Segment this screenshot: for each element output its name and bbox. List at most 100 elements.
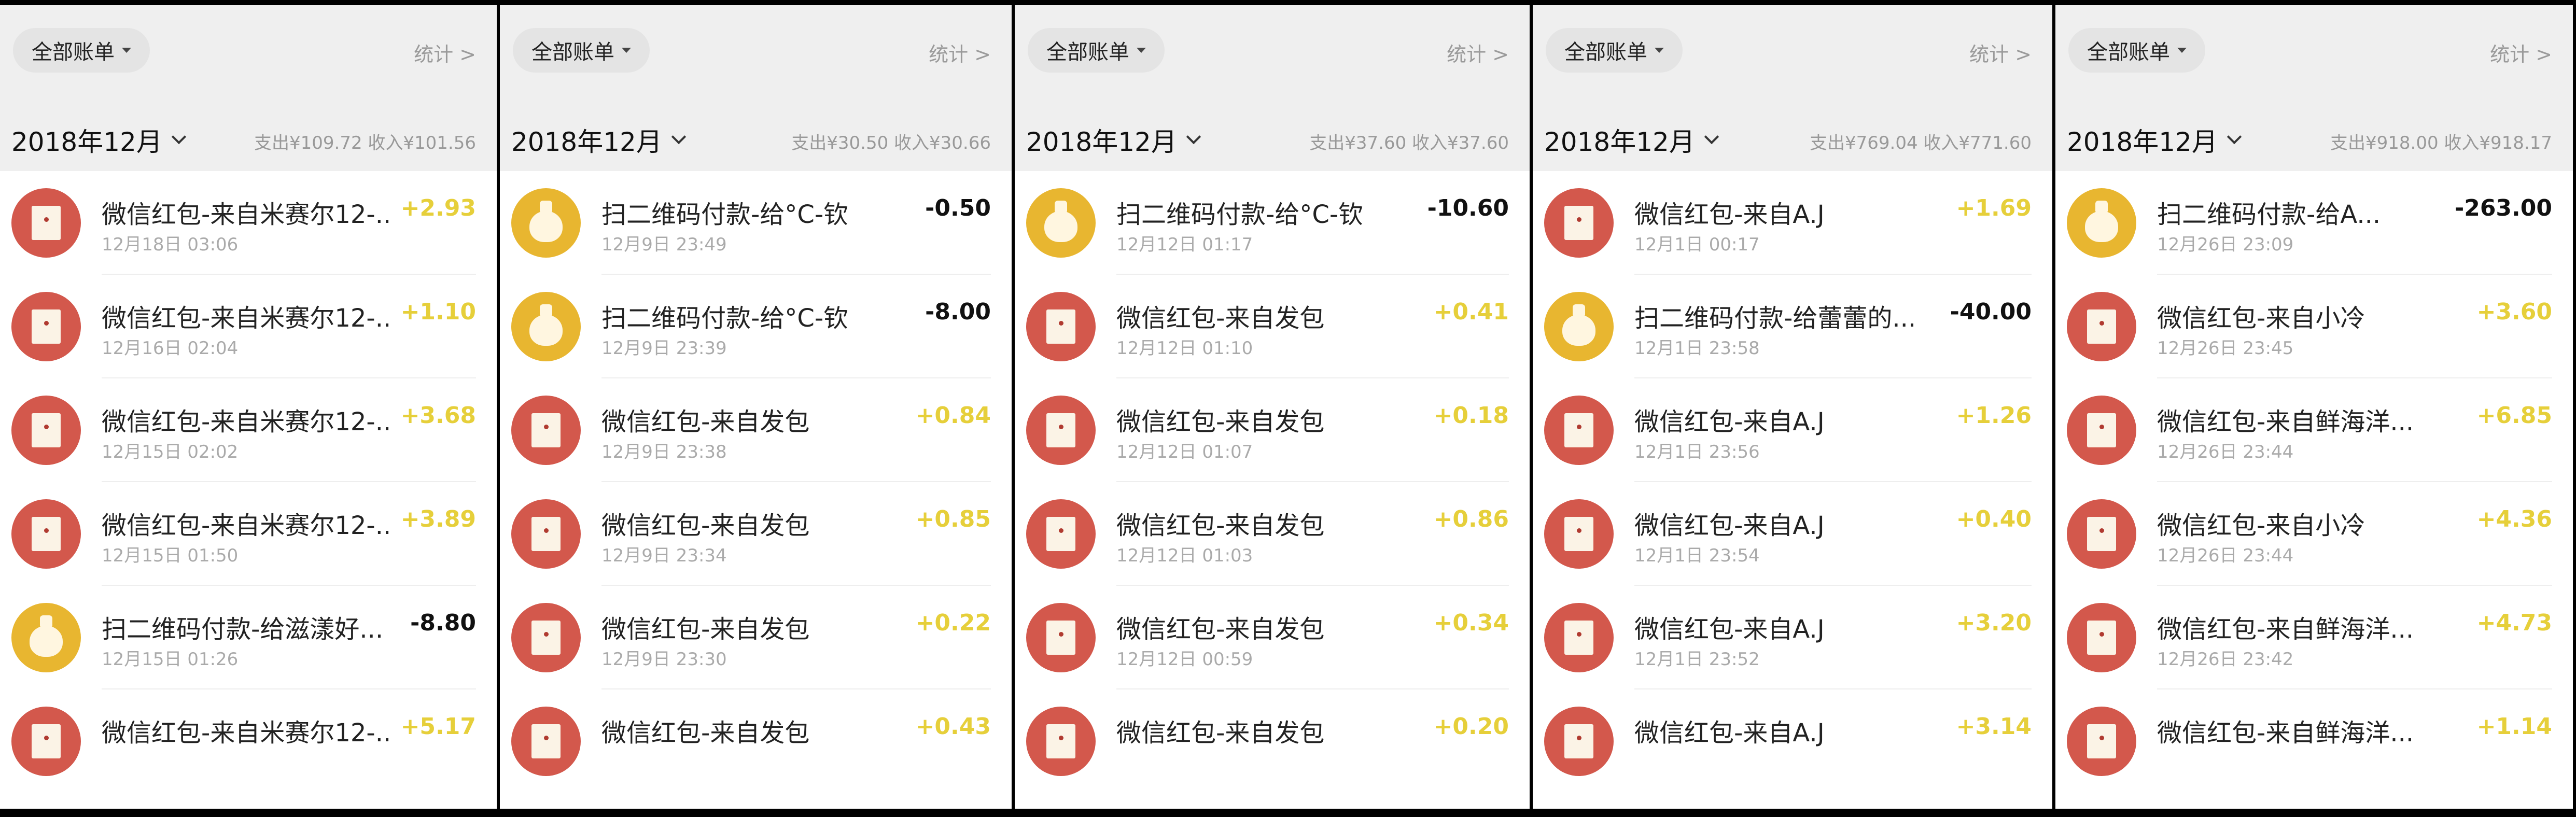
transaction-time: 12月26日 23:45	[2157, 338, 2294, 359]
transaction-row[interactable]: 扫二维码付款-给蕾蕾的... 12月1日 23:58 -40.00	[1533, 275, 2052, 378]
month-label: 2018年12月	[2067, 127, 2218, 157]
transaction-row[interactable]: 扫二维码付款-给°C-钦 12月9日 23:39 -8.00	[500, 275, 1012, 378]
transaction-amount: +3.68	[400, 402, 476, 429]
transaction-title: 微信红包-来自小冷	[2157, 304, 2365, 333]
money-bag-icon	[11, 603, 81, 672]
transaction-row[interactable]: 微信红包-来自鲜海洋... +1.14	[2055, 689, 2573, 793]
month-selector[interactable]: 2018年12月	[1544, 121, 1719, 159]
transaction-amount: +4.36	[2476, 506, 2552, 532]
transaction-row[interactable]: 扫二维码付款-给°C-钦 12月9日 23:49 -0.50	[500, 171, 1012, 275]
transaction-time: 12月9日 23:39	[601, 338, 727, 359]
transaction-time: 12月15日 01:26	[102, 649, 239, 670]
month-summary: 支出¥30.50 收入¥30.66	[791, 133, 991, 153]
transaction-row[interactable]: 微信红包-来自米赛尔12-... 12月18日 03:06 +2.93	[0, 171, 497, 275]
month-summary: 支出¥37.60 收入¥37.60	[1309, 133, 1509, 153]
transaction-row[interactable]: 微信红包-来自鲜海洋... 12月26日 23:42 +4.73	[2055, 586, 2573, 689]
transaction-title: 微信红包-来自发包	[1116, 407, 1325, 436]
transaction-time: 12月12日 01:07	[1116, 442, 1253, 462]
red-packet-icon	[1544, 499, 1614, 569]
month-selector[interactable]: 2018年12月	[1026, 121, 1201, 159]
bill-list-panel: 全部账单 统计 > 2018年12月 支出¥37.60 收入¥37.60 扫二维…	[1015, 5, 1530, 809]
transaction-title: 微信红包-来自发包	[601, 615, 810, 644]
statistics-link[interactable]: 统计 >	[929, 43, 991, 66]
transaction-title: 微信红包-来自A.J	[1634, 719, 1825, 748]
transaction-row[interactable]: 微信红包-来自A.J 12月1日 23:52 +3.20	[1533, 586, 2052, 689]
transaction-time: 12月9日 23:49	[601, 234, 727, 255]
transaction-list: 扫二维码付款-给°C-钦 12月9日 23:49 -0.50 扫二维码付款-给°…	[500, 171, 1012, 793]
caret-down-icon	[1655, 48, 1664, 53]
transaction-row[interactable]: 扫二维码付款-给滋漾好... 12月15日 01:26 -8.80	[0, 586, 497, 689]
transaction-row[interactable]: 微信红包-来自发包 +0.43	[500, 689, 1012, 793]
transaction-time: 12月9日 23:34	[601, 545, 727, 566]
transaction-row[interactable]: 微信红包-来自鲜海洋... 12月26日 23:44 +6.85	[2055, 378, 2573, 482]
all-bills-dropdown[interactable]: 全部账单	[513, 28, 650, 73]
transaction-row[interactable]: 微信红包-来自A.J 12月1日 00:17 +1.69	[1533, 171, 2052, 275]
all-bills-dropdown[interactable]: 全部账单	[2068, 28, 2205, 73]
money-bag-icon	[1544, 292, 1614, 361]
transaction-row[interactable]: 微信红包-来自发包 12月12日 00:59 +0.34	[1015, 586, 1530, 689]
transaction-row[interactable]: 微信红包-来自A.J 12月1日 23:54 +0.40	[1533, 482, 2052, 586]
red-packet-icon	[2067, 396, 2136, 465]
transaction-row[interactable]: 微信红包-来自发包 12月12日 01:07 +0.18	[1015, 378, 1530, 482]
caret-down-icon	[122, 48, 131, 53]
transaction-row[interactable]: 微信红包-来自发包 12月9日 23:34 +0.85	[500, 482, 1012, 586]
filter-label: 全部账单	[1564, 40, 1647, 64]
transaction-row[interactable]: 微信红包-来自小冷 12月26日 23:45 +3.60	[2055, 275, 2573, 378]
red-packet-icon	[1544, 188, 1614, 258]
transaction-amount: +1.26	[1956, 402, 2032, 429]
transaction-row[interactable]: 微信红包-来自米赛尔12-... 12月15日 01:50 +3.89	[0, 482, 497, 586]
month-label: 2018年12月	[11, 127, 162, 157]
transaction-row[interactable]: 扫二维码付款-给°C-钦 12月12日 01:17 -10.60	[1015, 171, 1530, 275]
transaction-time: 12月26日 23:42	[2157, 649, 2294, 670]
transaction-row[interactable]: 扫二维码付款-给A... 12月26日 23:09 -263.00	[2055, 171, 2573, 275]
transaction-amount: +0.22	[915, 610, 991, 636]
transaction-amount: -263.00	[2454, 195, 2552, 221]
month-label: 2018年12月	[1026, 127, 1177, 157]
transaction-title: 微信红包-来自米赛尔12-...	[102, 511, 392, 540]
transaction-title: 扫二维码付款-给A...	[2157, 200, 2381, 229]
transaction-time: 12月26日 23:09	[2157, 234, 2294, 255]
transaction-row[interactable]: 微信红包-来自发包 +0.20	[1015, 689, 1530, 793]
all-bills-dropdown[interactable]: 全部账单	[1028, 28, 1165, 73]
transaction-row[interactable]: 微信红包-来自米赛尔12-... 12月15日 02:02 +3.68	[0, 378, 497, 482]
bill-header: 全部账单 统计 > 2018年12月 支出¥37.60 收入¥37.60	[1015, 5, 1530, 171]
transaction-time: 12月9日 23:38	[601, 442, 727, 462]
transaction-row[interactable]: 微信红包-来自米赛尔12-... 12月16日 02:04 +1.10	[0, 275, 497, 378]
transaction-row[interactable]: 微信红包-来自小冷 12月26日 23:44 +4.36	[2055, 482, 2573, 586]
money-bag-icon	[511, 188, 581, 258]
statistics-link[interactable]: 统计 >	[414, 43, 476, 66]
month-selector[interactable]: 2018年12月	[511, 121, 687, 159]
transaction-row[interactable]: 微信红包-来自发包 12月9日 23:30 +0.22	[500, 586, 1012, 689]
transaction-title: 微信红包-来自小冷	[2157, 511, 2365, 540]
statistics-link[interactable]: 统计 >	[2490, 43, 2552, 66]
month-selector[interactable]: 2018年12月	[2067, 121, 2242, 159]
transaction-row[interactable]: 微信红包-来自米赛尔12-... +5.17	[0, 689, 497, 793]
transaction-row[interactable]: 微信红包-来自A.J 12月1日 23:56 +1.26	[1533, 378, 2052, 482]
transaction-title: 微信红包-来自鲜海洋...	[2157, 407, 2414, 436]
transaction-row[interactable]: 微信红包-来自发包 12月12日 01:03 +0.86	[1015, 482, 1530, 586]
transaction-row[interactable]: 微信红包-来自发包 12月12日 01:10 +0.41	[1015, 275, 1530, 378]
caret-down-icon	[622, 48, 631, 53]
filter-label: 全部账单	[1046, 40, 1129, 64]
month-label: 2018年12月	[511, 127, 662, 157]
filter-label: 全部账单	[32, 40, 115, 64]
transaction-row[interactable]: 微信红包-来自发包 12月9日 23:38 +0.84	[500, 378, 1012, 482]
red-packet-icon	[1026, 396, 1096, 465]
transaction-row[interactable]: 微信红包-来自A.J +3.14	[1533, 689, 2052, 793]
month-selector[interactable]: 2018年12月	[11, 121, 187, 159]
caret-down-icon	[2177, 48, 2187, 53]
statistics-link[interactable]: 统计 >	[1447, 43, 1509, 66]
all-bills-dropdown[interactable]: 全部账单	[1546, 28, 1683, 73]
transaction-title: 微信红包-来自发包	[601, 407, 810, 436]
all-bills-dropdown[interactable]: 全部账单	[13, 28, 150, 73]
transaction-time: 12月18日 03:06	[102, 234, 239, 255]
transaction-amount: +1.69	[1956, 195, 2032, 221]
transaction-list: 微信红包-来自米赛尔12-... 12月18日 03:06 +2.93 微信红包…	[0, 171, 497, 793]
red-packet-icon	[2067, 707, 2136, 776]
filter-label: 全部账单	[2087, 40, 2170, 64]
transaction-list: 微信红包-来自A.J 12月1日 00:17 +1.69 扫二维码付款-给蕾蕾的…	[1533, 171, 2052, 793]
statistics-link[interactable]: 统计 >	[1969, 43, 2032, 66]
transaction-time: 12月12日 00:59	[1116, 649, 1253, 670]
transaction-amount: +5.17	[400, 713, 476, 740]
transaction-title: 微信红包-来自A.J	[1634, 615, 1825, 644]
